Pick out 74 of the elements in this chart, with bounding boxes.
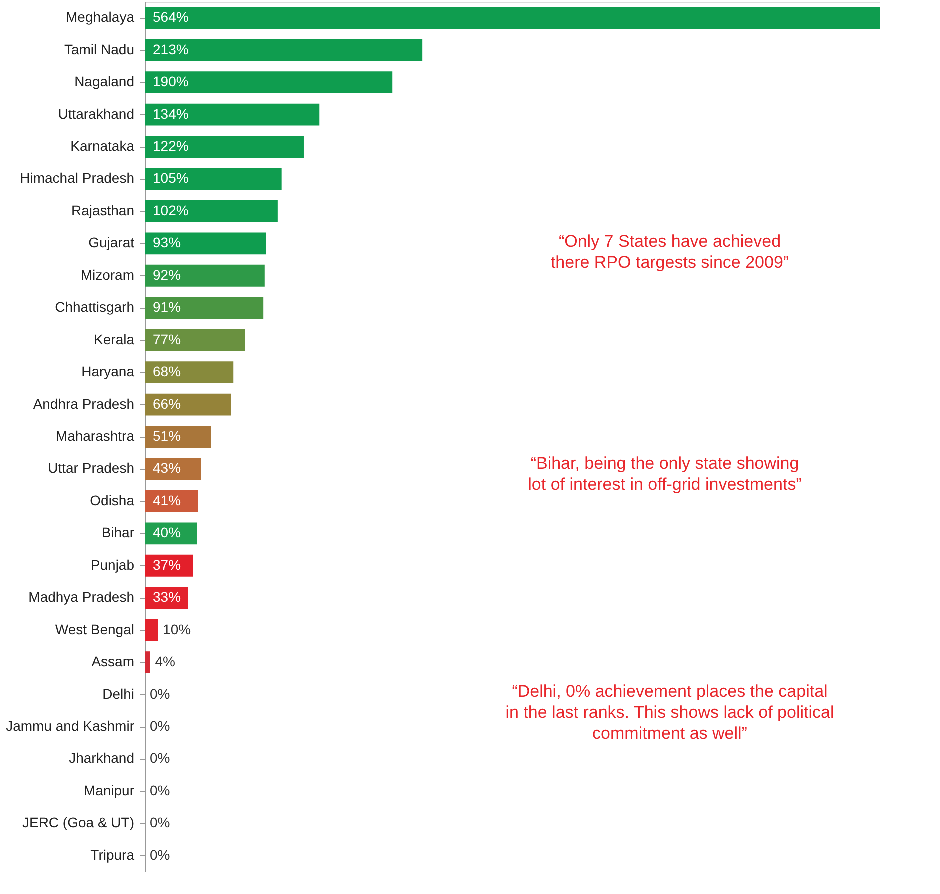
y-tick-label: Andhra Pradesh xyxy=(33,396,134,412)
data-label: 564% xyxy=(153,9,189,26)
data-label: 37% xyxy=(153,556,182,573)
data-label: 66% xyxy=(153,396,182,412)
bar xyxy=(145,264,265,287)
data-label: 0% xyxy=(150,782,170,798)
data-label: 0% xyxy=(150,718,170,734)
bar xyxy=(145,168,282,190)
y-tick-label: Bihar xyxy=(102,524,135,541)
data-label: 105% xyxy=(153,170,189,186)
data-label: 213% xyxy=(153,41,189,58)
y-tick-label: Assam xyxy=(92,654,134,670)
bar xyxy=(145,394,232,416)
data-label: 41% xyxy=(153,492,182,508)
bar xyxy=(145,426,212,448)
y-tick-label: JERC (Goa & UT) xyxy=(22,814,134,831)
bar xyxy=(145,297,264,320)
data-label: 0% xyxy=(150,750,170,766)
data-label: 91% xyxy=(153,299,182,316)
bar xyxy=(145,652,150,674)
data-label: 33% xyxy=(153,589,182,606)
y-tick-label: Karnataka xyxy=(70,138,135,154)
y-tick-label: Manipur xyxy=(84,782,135,798)
bar xyxy=(145,7,880,30)
annotation: “Only 7 States have achieved there RPO targests since 2009” xyxy=(550,232,790,272)
bar xyxy=(145,72,393,94)
data-label: 10% xyxy=(163,621,192,638)
y-tick-label: Mizoram xyxy=(80,266,134,283)
bar xyxy=(145,136,304,158)
y-tick-label: Chhattisgarh xyxy=(55,299,134,316)
data-label: 40% xyxy=(153,524,182,541)
data-label: 93% xyxy=(153,234,182,251)
data-label: 77% xyxy=(153,331,182,348)
bar xyxy=(145,329,246,352)
y-tick-label: Kerala xyxy=(94,331,135,348)
data-label: 134% xyxy=(153,106,189,122)
y-tick-label: Nagaland xyxy=(74,74,134,90)
annotation: “Delhi, 0% achievement places the capital in the last ranks. This shows lack of political commitment as well” xyxy=(506,682,834,743)
y-tick-label: Tripura xyxy=(90,846,135,863)
y-tick-label: Punjab xyxy=(90,556,135,573)
bar xyxy=(145,490,198,512)
y-tick-label: Uttar Pradesh xyxy=(48,460,134,476)
data-label: 43% xyxy=(153,460,182,476)
y-tick-label: Odisha xyxy=(90,492,135,508)
annotation: “Bihar, being the only state showing lot of interest in off-grid investments” xyxy=(528,454,802,494)
bar xyxy=(145,362,234,384)
y-tick-label: Himachal Pradesh xyxy=(20,170,134,186)
y-tick-label: Madhya Pradesh xyxy=(28,589,134,606)
data-label: 102% xyxy=(153,202,189,218)
data-label: 51% xyxy=(153,428,182,444)
bar xyxy=(145,200,278,222)
y-tick-label: West Bengal xyxy=(55,621,134,638)
data-label: 0% xyxy=(150,846,170,863)
data-label: 68% xyxy=(153,364,182,380)
y-tick-label: Jharkhand xyxy=(69,750,134,766)
data-label: 0% xyxy=(150,814,170,831)
bar xyxy=(145,104,320,126)
data-label: 190% xyxy=(153,74,189,90)
bar xyxy=(145,232,266,255)
data-label: 92% xyxy=(153,266,182,283)
y-tick-label: Meghalaya xyxy=(66,9,135,26)
y-tick-label: Maharashtra xyxy=(56,428,135,444)
data-label: 4% xyxy=(155,654,176,670)
data-label: 0% xyxy=(150,686,170,702)
y-tick-label: Gujarat xyxy=(88,234,135,251)
bar xyxy=(145,619,158,642)
y-tick-label: Uttarakhand xyxy=(58,106,134,122)
y-tick-label: Rajasthan xyxy=(71,202,134,218)
y-tick-label: Tamil Nadu xyxy=(64,41,134,58)
y-tick-label: Haryana xyxy=(82,364,135,380)
data-label: 122% xyxy=(153,138,189,154)
bar xyxy=(145,39,423,62)
y-tick-label: Delhi xyxy=(102,686,134,702)
y-tick-label: Jammu and Kashmir xyxy=(6,718,135,734)
